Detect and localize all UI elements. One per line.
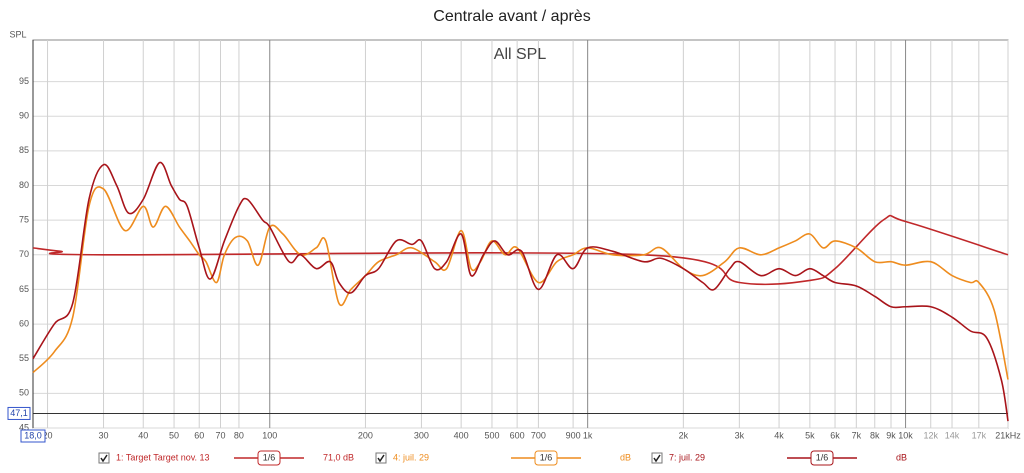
x-tick-label: 70 (216, 430, 226, 440)
x-tick-label: 50 (169, 430, 179, 440)
legend-smoothing[interactable]: 1/6 (816, 452, 829, 462)
y-tick-label: 80 (19, 180, 29, 190)
legend-item: 1: Target Target nov. 13 1/6 71,0 dB (98, 450, 354, 466)
x-tick-label: 40 (138, 430, 148, 440)
x-tick-label: 10k (898, 430, 913, 440)
legend-smoothing[interactable]: 1/6 (263, 452, 276, 462)
legend-item: 4: juil. 29 1/6 dB (375, 450, 631, 466)
x-tick-label: 1k (583, 430, 593, 440)
legend-label: 7: juil. 29 (669, 452, 705, 462)
y-tick-label: 60 (19, 318, 29, 328)
legend-label: 1: Target Target nov. 13 (116, 452, 210, 462)
legend-level: 71,0 dB (323, 452, 354, 462)
x-tick-label: 14k (945, 430, 960, 440)
x-tick-label: 21kHz (995, 430, 1021, 440)
legend-smoothing-box (534, 450, 558, 466)
y-tick-label: 70 (19, 249, 29, 259)
legend-smoothing-box (810, 450, 834, 466)
cursor-label: 18,0 (24, 430, 42, 440)
chart-title: Centrale avant / après (433, 8, 590, 25)
y-tick-label: 45 (19, 422, 29, 432)
y-tick-label: 85 (19, 145, 29, 155)
cursor-label: 47,1 (10, 408, 28, 418)
y-tick-label: 90 (19, 111, 29, 121)
y-tick-label: 50 (19, 388, 29, 398)
legend-item: 7: juil. 29 1/6 dB (651, 450, 907, 466)
x-tick-label: 2k (679, 430, 689, 440)
x-tick-label: 8k (870, 430, 880, 440)
x-tick-label: 17k (972, 430, 987, 440)
legend-smoothing[interactable]: 1/6 (540, 452, 553, 462)
x-tick-label: 7k (852, 430, 862, 440)
cursor-box (20, 429, 46, 443)
legend-checkbox[interactable] (98, 452, 110, 464)
legend-checkmark (100, 454, 108, 463)
y-axis-label: SPL (9, 29, 26, 39)
x-tick-label: 20 (43, 430, 53, 440)
legend-smoothing-box (257, 450, 281, 466)
series-line (32, 161, 1009, 422)
y-tick-label: 95 (19, 76, 29, 86)
x-tick-label: 5k (805, 430, 815, 440)
y-tick-label: 75 (19, 215, 29, 225)
x-tick-label: 100 (262, 430, 277, 440)
series-line (32, 186, 1009, 380)
legend-level: dB (896, 452, 907, 462)
legend-checkbox[interactable] (375, 452, 387, 464)
cursor-box (7, 406, 31, 420)
x-tick-label: 300 (414, 430, 429, 440)
legend-checkmark (377, 454, 385, 463)
x-tick-label: 60 (194, 430, 204, 440)
legend-checkmark (653, 454, 661, 463)
x-tick-label: 3k (735, 430, 745, 440)
x-tick-label: 6k (830, 430, 840, 440)
x-tick-label: 900 (566, 430, 581, 440)
y-tick-label: 65 (19, 284, 29, 294)
legend-checkbox[interactable] (651, 452, 663, 464)
y-tick-label: 55 (19, 353, 29, 363)
x-tick-label: 4k (774, 430, 784, 440)
x-tick-label: 400 (454, 430, 469, 440)
x-tick-label: 30 (99, 430, 109, 440)
legend-label: 4: juil. 29 (393, 452, 429, 462)
x-tick-label: 600 (510, 430, 525, 440)
x-tick-label: 500 (484, 430, 499, 440)
x-tick-label: 200 (358, 430, 373, 440)
x-tick-label: 80 (234, 430, 244, 440)
x-tick-label: 9k (886, 430, 896, 440)
plot-area (32, 39, 1009, 429)
series-line (32, 214, 1009, 286)
x-tick-label: 12k (923, 430, 938, 440)
legend-level: dB (620, 452, 631, 462)
x-tick-label: 700 (531, 430, 546, 440)
plot-subtitle: All SPL (494, 46, 547, 63)
